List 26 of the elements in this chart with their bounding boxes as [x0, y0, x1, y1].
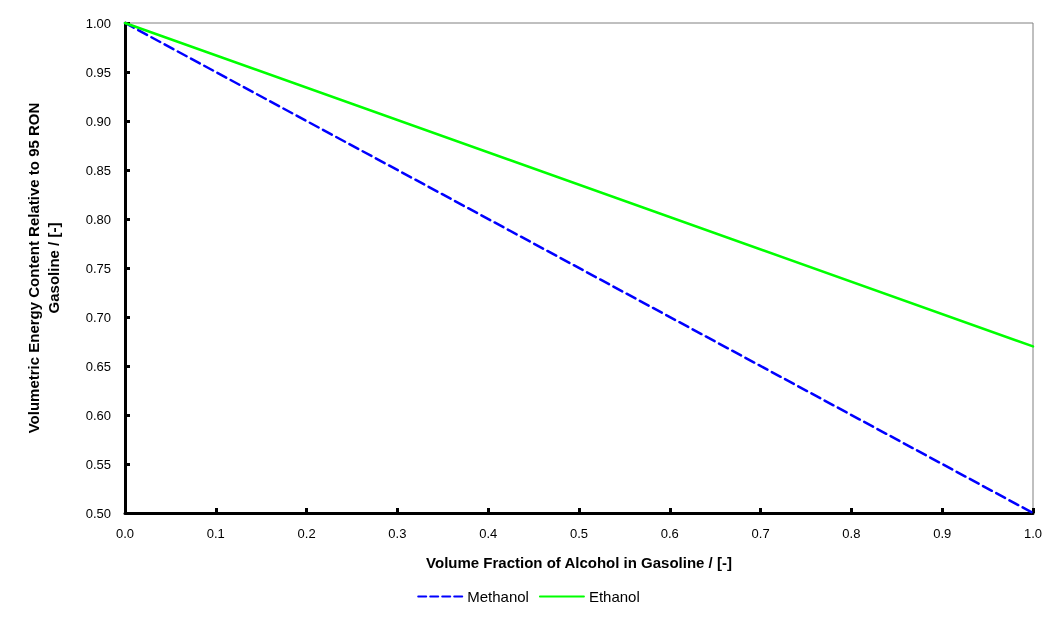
x-tick-label: 0.5	[569, 526, 589, 541]
y-tick-label: 0.70	[85, 309, 111, 325]
y-tick-label: 0.65	[85, 358, 111, 374]
y-tick-label: 0.85	[85, 162, 111, 178]
x-axis-title: Volume Fraction of Alcohol in Gasoline / [-]	[426, 554, 732, 571]
y-tick-label: 0.50	[85, 505, 111, 521]
y-tick-label: 0.90	[85, 113, 111, 129]
x-tick-label: 0.2	[297, 526, 316, 541]
y-tick-label: 1.00	[85, 15, 111, 31]
x-tick-label: 0.8	[842, 526, 861, 541]
y-tick-label: 0.80	[85, 211, 111, 227]
x-tick-label: 0.3	[388, 526, 407, 541]
y-tick-label: 0.55	[85, 456, 111, 472]
x-tick-label: 0.4	[479, 526, 498, 541]
x-tick-label: 0.9	[933, 526, 952, 541]
y-tick-label: 0.95	[85, 64, 111, 80]
y-tick-label: 0.75	[85, 260, 111, 276]
legend-label: Ethanol	[588, 588, 640, 605]
x-tick-label: 0.7	[751, 526, 770, 541]
legend-label: Methanol	[467, 588, 529, 605]
y-axis-title: Volumetric Energy Content Relative to 95 RON Gasoline / [-]	[24, 102, 62, 434]
x-tick-label: 0.0	[115, 526, 135, 541]
x-tick-label: 1.0	[1023, 526, 1043, 541]
x-tick-label: 0.6	[660, 526, 679, 541]
x-tick-label: 0.1	[206, 526, 225, 541]
y-tick-label: 0.60	[85, 407, 111, 423]
